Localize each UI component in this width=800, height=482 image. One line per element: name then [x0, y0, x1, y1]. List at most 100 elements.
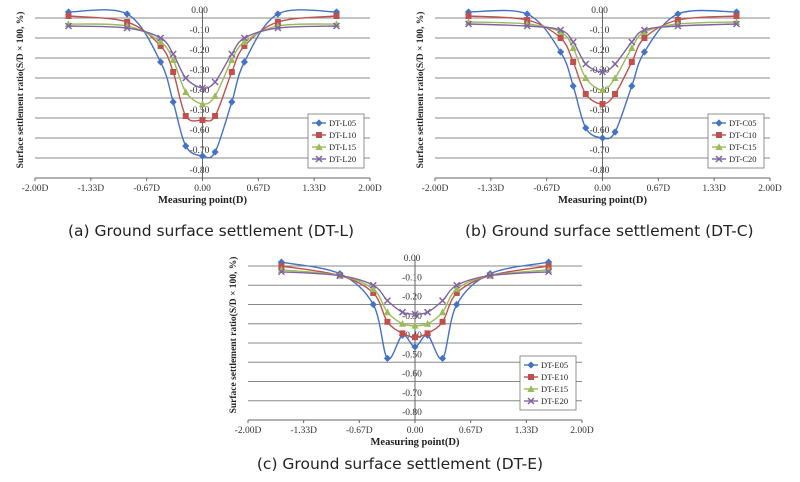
- data-point: [157, 43, 164, 49]
- data-point: [598, 86, 607, 93]
- x-tick-label: -0.67D: [346, 426, 373, 436]
- y-tick-label: 0.00: [191, 6, 208, 16]
- y-tick-label: -0.10: [590, 26, 610, 36]
- y-tick-label: -0.20: [402, 293, 422, 303]
- data-point: [612, 91, 619, 97]
- y-tick-label: -0.10: [402, 273, 422, 283]
- data-point: [199, 117, 206, 123]
- data-point: [332, 22, 341, 30]
- legend-marker: [527, 397, 535, 405]
- x-tick-label: 2.00D: [358, 184, 382, 194]
- caption-dt-c: (b) Ground surface settlement (DT-C): [465, 222, 754, 240]
- y-tick-label: -0.20: [590, 46, 610, 56]
- data-point: [241, 43, 248, 49]
- y-tick-label: 0.00: [404, 254, 421, 264]
- data-point: [333, 13, 340, 19]
- legend-label: DT-L10: [329, 130, 356, 140]
- data-point: [65, 13, 72, 19]
- x-tick-label: -2.00D: [422, 184, 449, 194]
- series-dt-e20: [277, 268, 553, 318]
- legend-marker: [715, 143, 723, 150]
- data-point: [157, 34, 165, 42]
- data-point: [611, 128, 619, 136]
- legend-label: DT-E10: [541, 372, 568, 382]
- x-tick-label: 0.00: [194, 184, 211, 194]
- data-point: [383, 308, 392, 316]
- y-tick-label: -0.30: [590, 66, 610, 76]
- data-point: [557, 26, 565, 34]
- data-point: [545, 263, 552, 269]
- data-point: [523, 10, 531, 18]
- y-tick-label: -0.50: [402, 350, 422, 360]
- data-point: [439, 318, 446, 325]
- x-tick-label: 2.00D: [758, 184, 782, 194]
- data-point: [438, 354, 447, 362]
- y-axis-title: Surface settlement ratio(S/D × 100, %): [15, 12, 26, 169]
- chart-dt-l: 0.00-0.10-0.20-0.30-0.40-0.50-0.60-0.70-…: [15, 6, 382, 206]
- data-point: [228, 50, 236, 58]
- data-point: [464, 18, 473, 25]
- x-tick-label: 0.67D: [647, 184, 671, 194]
- data-point: [383, 297, 391, 305]
- data-point: [398, 319, 407, 327]
- data-point: [732, 18, 741, 25]
- data-point: [383, 354, 392, 362]
- legend-marker: [315, 119, 323, 127]
- data-point: [640, 48, 648, 56]
- data-point: [557, 35, 564, 41]
- data-point: [411, 321, 419, 329]
- x-axis-title: Measuring point(D): [158, 195, 247, 206]
- data-point: [569, 82, 577, 90]
- chart-panel-dt-l: 0.00 -0.10 -0.20 -0.30 -0.40 -0.50 -0.60 -0.70-…: [0, 0, 400, 240]
- data-point: [64, 22, 73, 30]
- legend-label: DT-E20: [541, 396, 568, 406]
- data-point: [399, 330, 406, 337]
- y-tick-label: -0.70: [402, 389, 422, 399]
- data-point: [228, 69, 235, 75]
- legend: DT-L05 DT-L10 DT-L15 DT-L20: [307, 113, 365, 169]
- data-point: [640, 26, 648, 34]
- data-point: [438, 308, 447, 316]
- data-point: [182, 113, 189, 119]
- legend-label: DT-E05: [541, 360, 568, 370]
- data-point: [123, 10, 131, 18]
- data-point: [453, 285, 461, 293]
- x-axis-title: Measuring point(D): [558, 195, 647, 206]
- legend-marker: [316, 132, 322, 138]
- data-point: [369, 300, 377, 309]
- data-point: [674, 22, 682, 30]
- data-point: [198, 84, 207, 92]
- y-tick-label: -0.80: [402, 408, 422, 418]
- x-tick-label: 2.00D: [570, 426, 594, 436]
- data-point: [423, 308, 432, 316]
- data-point: [412, 334, 418, 341]
- legend-label: DT-C05: [729, 118, 757, 128]
- x-tick-label: 0.00: [594, 184, 611, 194]
- data-point: [545, 266, 553, 273]
- legend-marker: [315, 143, 323, 150]
- data-point: [169, 98, 177, 106]
- x-tick-label: 1.33D: [515, 426, 539, 436]
- data-point: [424, 330, 431, 337]
- caption-dt-l: (a) Ground surface settlement (DT-L): [68, 222, 355, 240]
- data-point: [598, 134, 607, 142]
- legend-marker: [716, 132, 722, 138]
- data-point: [274, 24, 282, 32]
- x-tick-label: 0.00: [407, 426, 424, 436]
- chart-panel-dt-c: 0.00 -0.10 -0.20 -0.30 -0.40 -0.50 -0.60 -0.70 -…: [400, 0, 800, 240]
- legend-label: DT-L15: [329, 142, 356, 152]
- chart-dt-c: 0.00 -0.10 -0.20 -0.30 -0.40 -0.50 -0.60 -0.70 -…: [415, 6, 782, 206]
- data-point: [628, 82, 636, 90]
- data-point: [384, 318, 391, 325]
- data-point: [557, 28, 565, 35]
- data-point: [423, 319, 432, 327]
- data-point: [411, 310, 419, 318]
- y-tick-label: -0.60: [190, 126, 210, 136]
- data-point: [545, 258, 553, 266]
- legend-label: DT-L05: [329, 118, 356, 128]
- x-tick-label: -2.00D: [235, 426, 262, 436]
- data-point: [274, 19, 281, 25]
- data-point: [582, 124, 590, 132]
- y-tick-label: -0.40: [590, 86, 610, 96]
- y-tick-label: -0.10: [190, 26, 210, 36]
